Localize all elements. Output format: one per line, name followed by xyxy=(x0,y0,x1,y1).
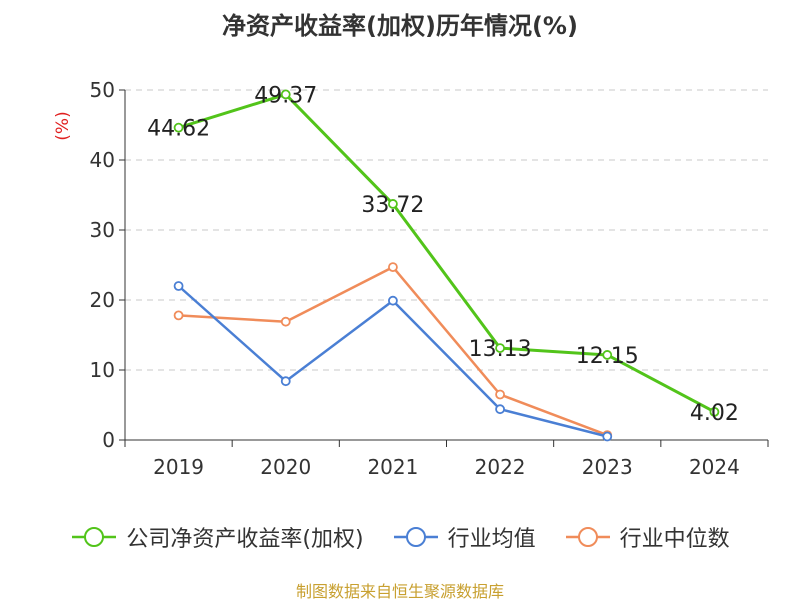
data-label-2024: 4.02 xyxy=(690,401,739,426)
data-point-2-2019 xyxy=(173,310,184,321)
x-tick-label-2022: 2022 xyxy=(475,455,526,479)
axes: 0 10 20 30 40 50 (%) 2019 2020 2021 2022 2023 2024 xyxy=(53,78,769,479)
legend-item-0[interactable]: 公司净资产收益率(加权) xyxy=(70,521,364,553)
legend-swatch-marker xyxy=(405,527,426,547)
x-tick-label-2019: 2019 xyxy=(153,455,204,479)
source-note: 制图数据来自恒生聚源数据库 xyxy=(295,582,504,601)
data-point-0-2019 xyxy=(173,122,184,133)
legend-swatch-icon xyxy=(565,527,610,547)
legend-label: 行业中位数 xyxy=(619,527,730,552)
data-point-0-2022 xyxy=(495,343,505,353)
legend-label: 行业均值 xyxy=(447,527,536,552)
x-tick-label-2023: 2023 xyxy=(582,455,633,479)
data-point-1-2023 xyxy=(602,431,613,442)
chart-title: 净资产收益率(加权)历年情况(%) xyxy=(222,12,578,40)
data-point-0-2020 xyxy=(280,89,291,100)
legend: 公司净资产收益率(加权) 行业均值 行业中位数 xyxy=(0,520,800,554)
data-point-0-2024 xyxy=(709,406,720,417)
legend-label: 公司净资产收益率(加权) xyxy=(126,527,364,552)
data-point-0-2023 xyxy=(602,350,613,360)
legend-swatch-icon xyxy=(72,527,117,547)
data-label-2020: 49.37 xyxy=(254,83,317,108)
data-point-2-2021 xyxy=(388,262,398,273)
legend-item-1[interactable]: 行业均值 xyxy=(392,521,536,553)
y-tick-label-50: 50 xyxy=(90,78,115,102)
data-point-1-2022 xyxy=(495,404,505,415)
x-tick-label-2021: 2021 xyxy=(367,455,418,479)
grid-lines xyxy=(125,89,768,371)
y-tick-label-10: 10 xyxy=(90,358,115,382)
y-axis-label: (%) xyxy=(53,111,73,140)
data-point-1-2020 xyxy=(280,376,291,387)
data-label-2022: 13.13 xyxy=(469,337,532,362)
x-tick-label-2024: 2024 xyxy=(689,455,740,479)
legend-swatch-marker xyxy=(84,527,105,547)
series-line-1 xyxy=(177,285,608,438)
data-label-2023: 12.15 xyxy=(576,344,639,369)
data-label-2019: 44.62 xyxy=(147,117,210,142)
data-point-1-2019 xyxy=(173,281,184,291)
y-tick-label-40: 40 xyxy=(90,148,115,172)
data-point-1-2021 xyxy=(388,295,398,306)
legend-swatch-icon xyxy=(393,527,438,547)
data-point-0-2021 xyxy=(388,199,398,209)
x-tick-label-2020: 2020 xyxy=(260,455,311,479)
data-labels: 44.62 49.37 33.72 13.13 12.15 4.02 xyxy=(147,83,739,425)
series-line-0 xyxy=(178,92,716,414)
data-point-2-2022 xyxy=(495,389,505,400)
data-point-2-2020 xyxy=(280,316,291,327)
y-tick-label-20: 20 xyxy=(90,288,115,312)
legend-item-2[interactable]: 行业中位数 xyxy=(564,521,730,553)
series-lines xyxy=(173,89,720,442)
data-label-2021: 33.72 xyxy=(361,193,424,218)
y-tick-label-30: 30 xyxy=(90,218,115,242)
legend-swatch-marker xyxy=(577,527,598,547)
y-tick-label-0: 0 xyxy=(102,428,115,452)
